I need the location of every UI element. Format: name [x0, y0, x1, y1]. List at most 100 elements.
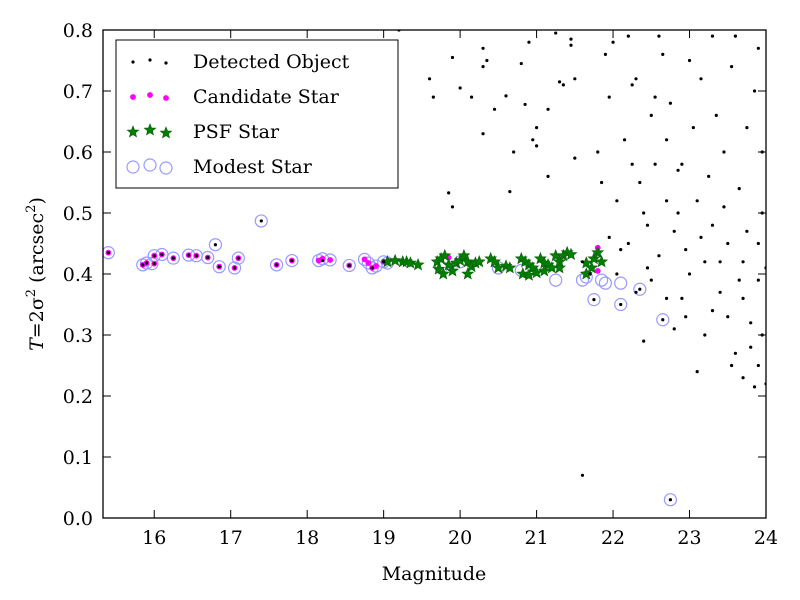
data-point [741, 260, 745, 264]
data-point [749, 345, 753, 349]
legend-label: Candidate Star [193, 86, 340, 108]
data-point [599, 180, 604, 185]
data-point [645, 223, 650, 227]
data-point [488, 254, 502, 268]
legend-item-candidate-star: Candidate Star [130, 86, 340, 108]
data-point [594, 268, 601, 274]
legend-marker [126, 160, 140, 174]
legend-marker [131, 60, 135, 64]
data-point [503, 261, 517, 274]
data-point [232, 266, 237, 270]
data-point [461, 254, 475, 268]
data-point [388, 253, 402, 267]
data-point [596, 150, 600, 154]
data-point [557, 80, 562, 84]
series-detected-object [106, 30, 766, 502]
data-point [672, 229, 676, 233]
data-point [152, 262, 156, 266]
data-point [564, 247, 578, 260]
data-point [587, 293, 601, 307]
data-point [382, 260, 386, 264]
data-point [485, 58, 489, 63]
x-tick-label: 19 [372, 527, 396, 549]
data-point [526, 261, 540, 274]
data-point [201, 250, 215, 265]
data-point [672, 327, 676, 331]
x-tick-label: 18 [295, 527, 319, 549]
data-point [752, 89, 757, 93]
data-point [537, 264, 551, 277]
data-point [327, 257, 334, 263]
x-tick-label: 22 [601, 527, 625, 549]
data-point [726, 241, 730, 246]
data-point [472, 254, 486, 268]
data-point [707, 174, 711, 178]
legend-marker-open-circle-icon [126, 158, 173, 175]
x-axis: 16 17 18 19 20 21 22 23 24 [142, 30, 778, 549]
data-point [357, 252, 372, 266]
data-point [481, 132, 485, 136]
x-tick-label: 21 [524, 527, 548, 549]
data-point [598, 276, 613, 290]
data-point [361, 256, 368, 263]
legend-marker-dot-icon [131, 58, 168, 65]
legend-marker [126, 125, 140, 138]
data-point [320, 258, 325, 263]
data-point [695, 199, 699, 203]
legend-marker [143, 123, 157, 136]
data-point [710, 34, 715, 38]
data-point [403, 256, 417, 269]
data-point [633, 282, 647, 296]
data-point [630, 162, 634, 166]
data-point [663, 493, 678, 507]
data-point [427, 77, 432, 81]
data-point [527, 40, 531, 44]
data-point [361, 256, 375, 270]
data-point [710, 309, 715, 313]
legend-marker-star-icon [126, 123, 173, 139]
data-point [595, 254, 609, 268]
points-layer [103, 30, 766, 507]
y-axis-title-symbol: T [26, 337, 48, 351]
data-point [710, 223, 715, 227]
data-point [591, 245, 605, 259]
data-point [657, 254, 661, 258]
data-point [756, 46, 760, 50]
data-point [458, 86, 462, 90]
data-point [534, 126, 539, 130]
legend-marker [163, 95, 169, 101]
data-point [254, 214, 268, 228]
data-point [504, 94, 508, 98]
data-point [638, 287, 642, 291]
data-point [615, 272, 619, 276]
legend-marker [143, 158, 157, 172]
data-point [649, 278, 653, 282]
data-point [729, 363, 734, 368]
data-point [645, 266, 650, 270]
data-point [585, 261, 599, 274]
data-point [733, 34, 738, 38]
data-point [206, 255, 210, 260]
data-point [642, 339, 646, 343]
data-point [457, 248, 471, 262]
data-point [699, 77, 703, 81]
data-point [523, 102, 527, 107]
data-point [756, 278, 760, 282]
data-point [684, 248, 688, 252]
y-tick-label: 0.3 [63, 325, 93, 347]
data-point [450, 55, 455, 60]
data-point [213, 243, 218, 247]
data-point [187, 253, 191, 257]
x-tick-label: 16 [142, 527, 166, 549]
data-point [619, 302, 623, 307]
data-point [166, 251, 180, 265]
y-tick-label: 0.2 [63, 386, 93, 408]
data-point [656, 313, 670, 327]
data-point [290, 258, 294, 263]
data-point [438, 248, 452, 262]
data-point [726, 315, 730, 319]
data-point [756, 363, 760, 368]
data-point [737, 278, 741, 282]
data-point [481, 46, 485, 50]
data-point [549, 273, 563, 287]
